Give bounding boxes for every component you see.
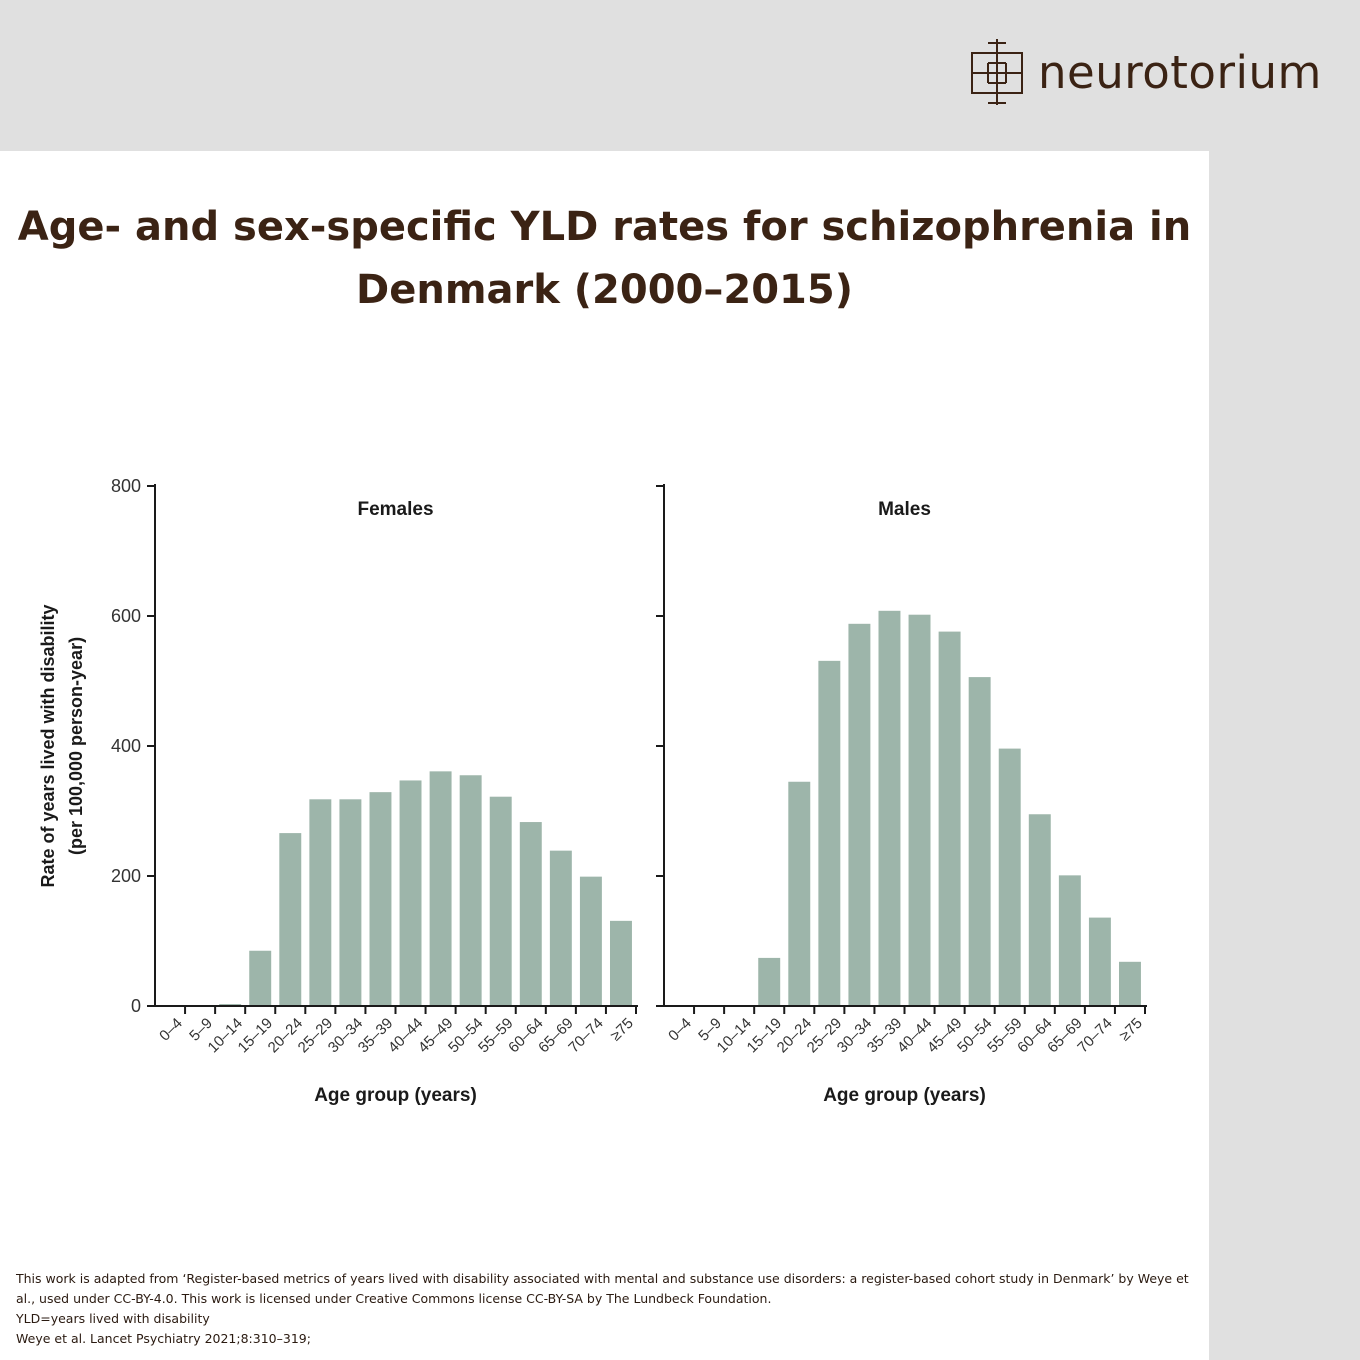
bar — [908, 614, 931, 1005]
x-tick-label: ≥75 — [607, 1015, 637, 1045]
y-tick-label: 0 — [131, 996, 141, 1016]
bar — [309, 799, 332, 1005]
bar — [938, 631, 961, 1005]
bar — [1118, 961, 1141, 1005]
bar — [519, 822, 542, 1005]
bar — [369, 792, 392, 1005]
bar — [249, 950, 272, 1005]
bar — [459, 775, 482, 1005]
abbreviation-note: YLD=years lived with disability — [16, 1311, 210, 1326]
y-axis-title-line-2: (per 100,000 person-year) — [66, 637, 86, 855]
page-title: Age- and sex-specific YLD rates for schi… — [0, 196, 1209, 322]
x-axis-title: Age group (years) — [823, 1085, 986, 1106]
bar — [279, 833, 302, 1005]
bar — [429, 771, 452, 1005]
bar — [878, 610, 901, 1005]
x-tick-label: 70–74 — [1074, 1015, 1116, 1057]
bar — [1058, 875, 1081, 1005]
y-tick-label: 400 — [111, 736, 141, 756]
bar — [609, 920, 632, 1005]
bar — [219, 1004, 242, 1005]
x-tick-label: ≥75 — [1116, 1015, 1146, 1045]
panel-title: Males — [878, 499, 931, 520]
citation-text: Weye et al. Lancet Psychiatry 2021;8:310… — [16, 1331, 311, 1346]
bar — [818, 660, 841, 1005]
attribution-text: This work is adapted from ‘Register-base… — [16, 1271, 1189, 1306]
y-axis-title-line-1: Rate of years lived with disability — [38, 604, 58, 887]
bar — [399, 780, 422, 1005]
bar — [489, 796, 512, 1005]
bar — [579, 876, 602, 1005]
bar — [1088, 917, 1111, 1005]
bar — [998, 748, 1021, 1005]
x-tick-label: 0–4 — [665, 1015, 695, 1045]
panel-title: Females — [357, 499, 433, 520]
brand-name: neurotorium — [1038, 45, 1322, 99]
brand-header[interactable]: neurotorium — [966, 36, 1322, 108]
neurotorium-logo-icon — [971, 39, 1023, 105]
y-tick-label: 200 — [111, 866, 141, 886]
y-tick-label: 600 — [111, 606, 141, 626]
bar — [758, 957, 781, 1005]
x-tick-label: 0–4 — [156, 1015, 186, 1045]
x-axis-title: Age group (years) — [314, 1085, 477, 1106]
bar — [788, 781, 811, 1005]
bar — [968, 677, 991, 1005]
title-line-2: Denmark (2000–2015) — [356, 267, 853, 313]
bar — [339, 799, 362, 1005]
x-tick-label: 70–74 — [565, 1015, 607, 1057]
y-tick-label: 800 — [111, 476, 141, 496]
bar — [848, 623, 871, 1005]
bar — [549, 850, 572, 1005]
title-line-1: Age- and sex-specific YLD rates for schi… — [17, 204, 1192, 250]
footer-notes: This work is adapted from ‘Register-base… — [16, 1269, 1196, 1349]
bar — [1028, 814, 1051, 1005]
